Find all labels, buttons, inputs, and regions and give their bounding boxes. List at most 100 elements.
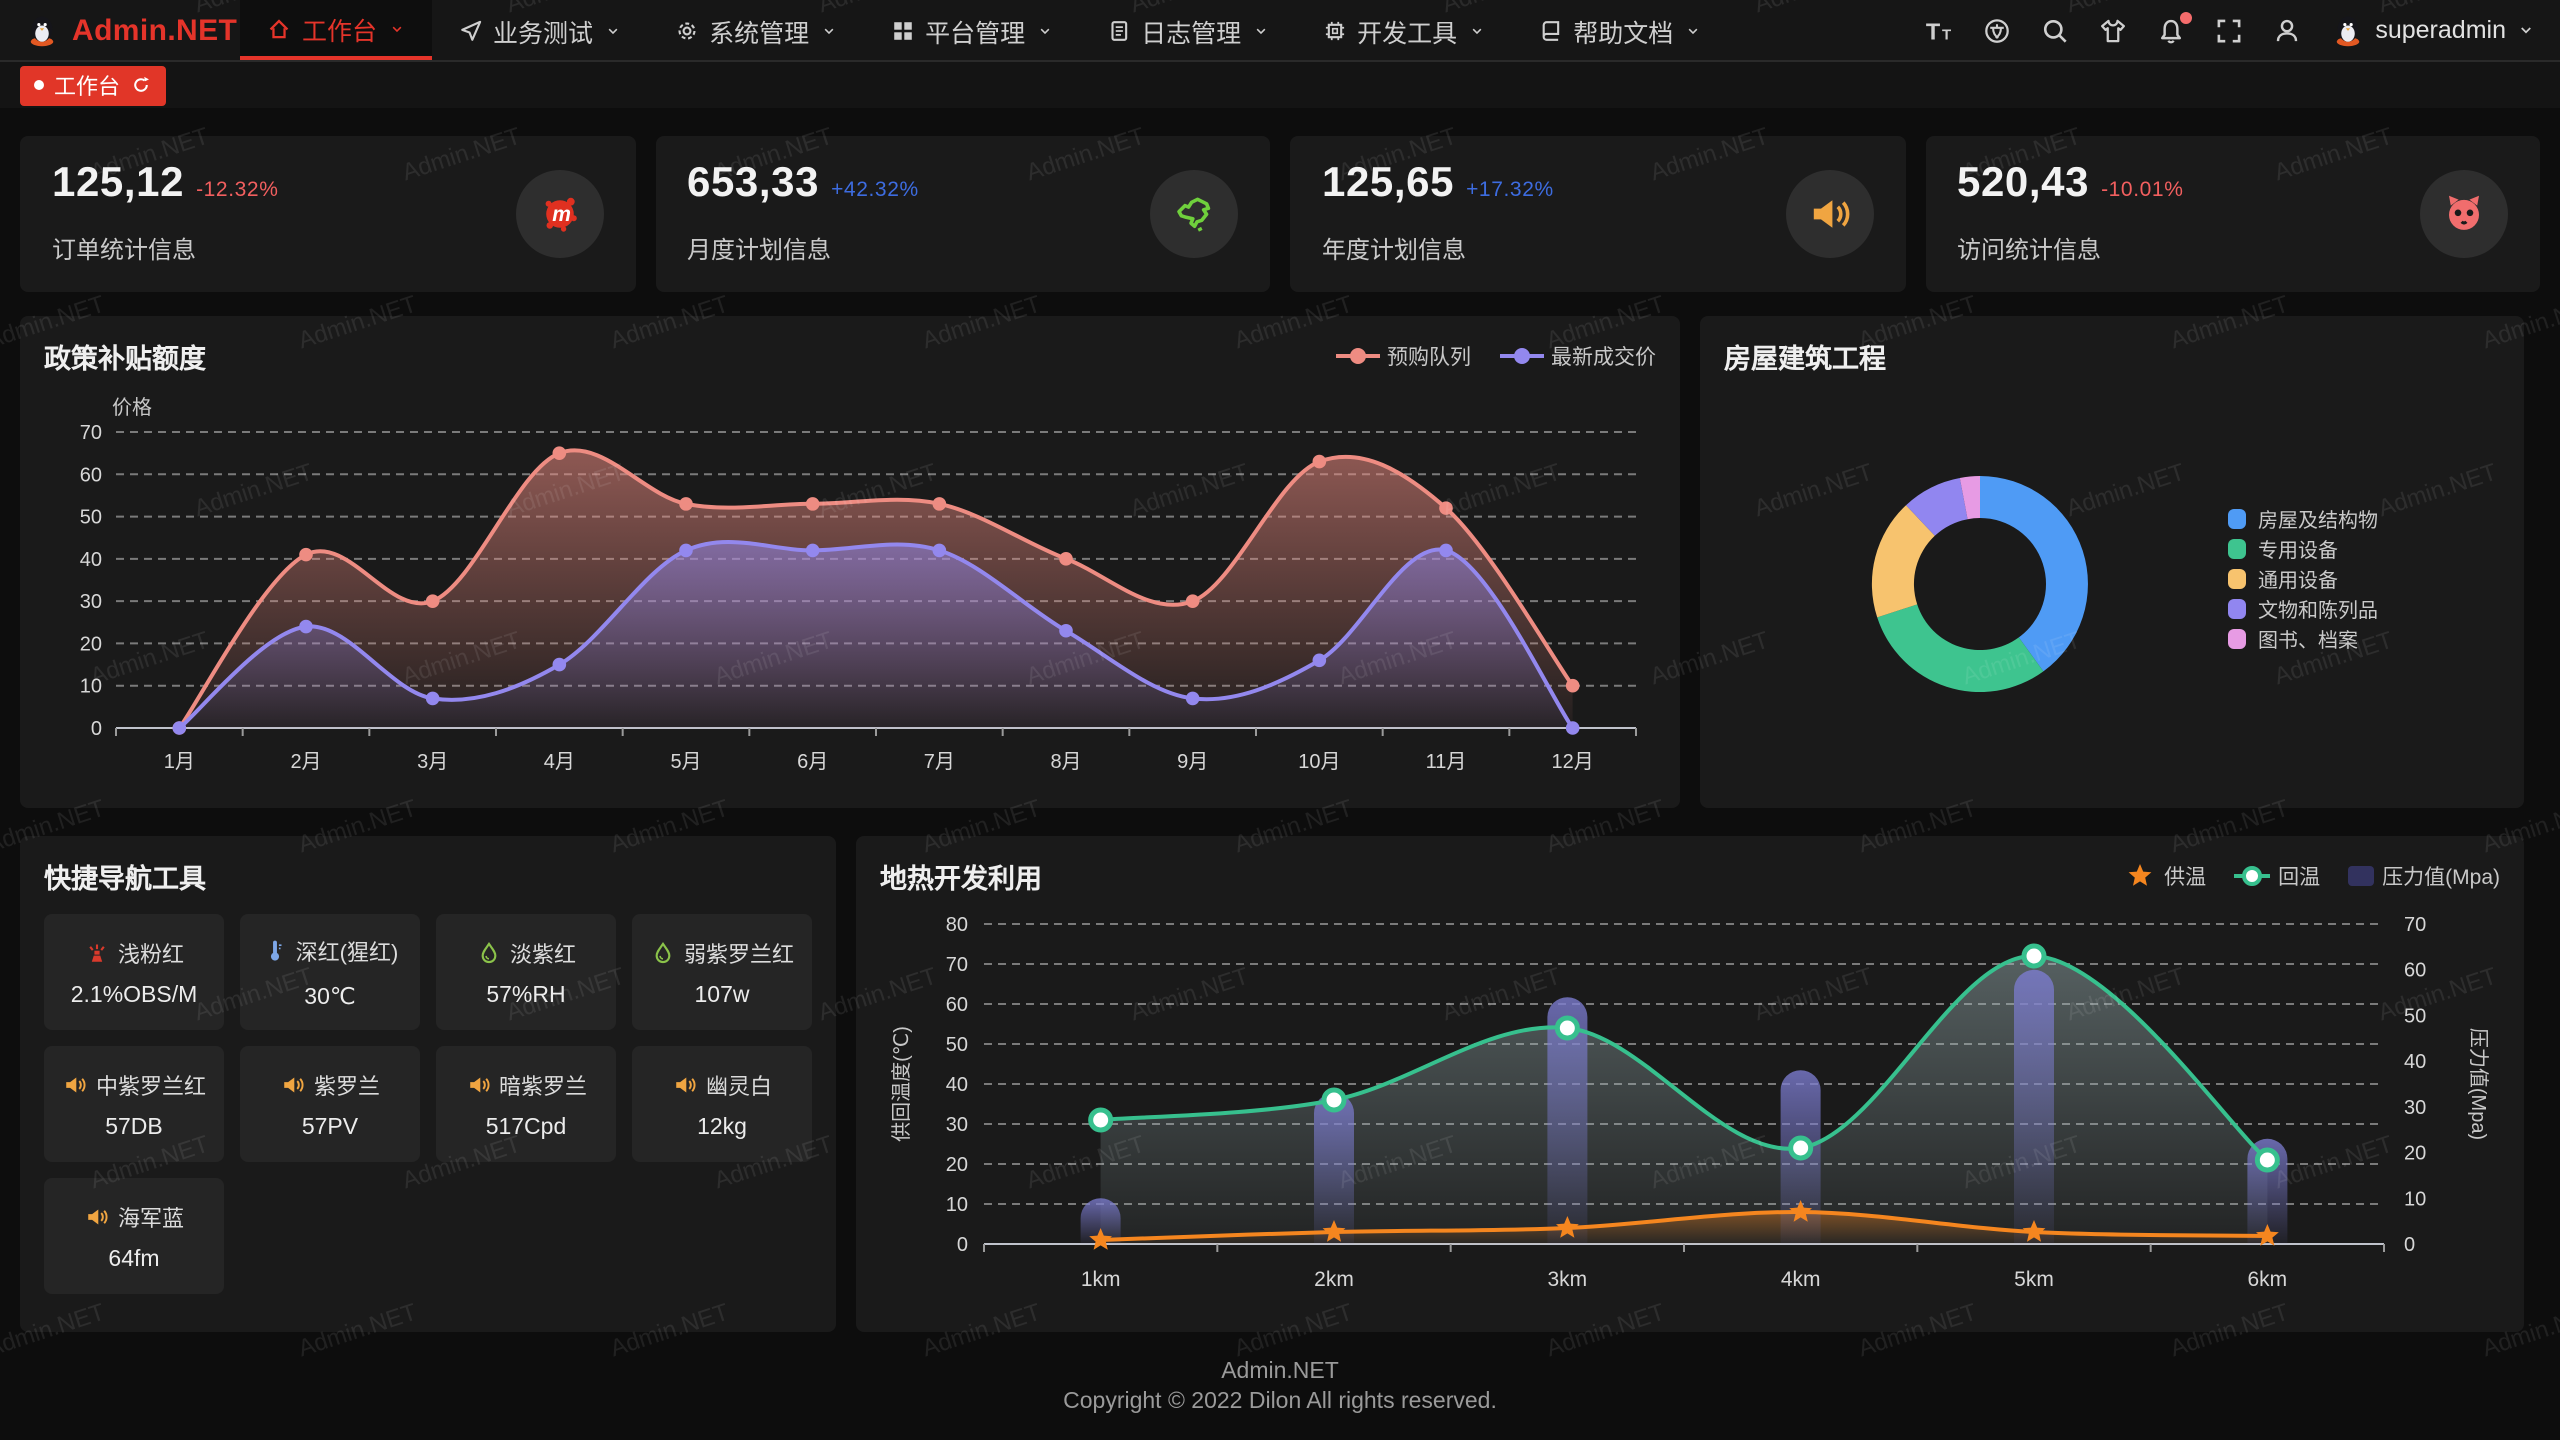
geothermal-chart-canvas: 0 10 20 30 40 50 60 70 80 0 10 20 30 40 50 60 70 供回温度(℃) 压…	[890, 914, 2490, 1291]
tab-bar: 工作台	[0, 62, 2560, 108]
quick-nav-name: 暗紫罗兰	[499, 1075, 587, 1099]
penguin-icon	[30, 16, 54, 47]
svg-text:房屋及结构物: 房屋及结构物	[2258, 509, 2378, 532]
language-icon-button[interactable]	[1981, 15, 2011, 45]
book-icon	[1541, 20, 1559, 40]
quick-nav-item-5[interactable]: 中紫罗兰红 57DB	[44, 1046, 224, 1162]
legend-item[interactable]: 预购队列	[1335, 341, 1471, 371]
menu-item-7[interactable]: 帮助文档	[1511, 0, 1727, 60]
legend-swatch[interactable]	[2228, 539, 2246, 559]
menu-item-2[interactable]: 业务测试	[431, 0, 647, 60]
svg-text:50: 50	[2404, 1005, 2426, 1027]
tab-workbench[interactable]: 工作台	[20, 65, 166, 105]
quick-nav-name: 淡紫红	[510, 943, 576, 967]
svg-text:20: 20	[80, 633, 102, 655]
legend-swatch[interactable]	[2228, 599, 2246, 619]
policy-line-chart: 0 10 20 30 40 50 60 70 价格 1月 2月 3月 4月 5月 6月 7月 8月 9月 10月 11…	[44, 376, 1656, 784]
fullscreen-icon	[2216, 18, 2240, 42]
svg-text:0: 0	[91, 718, 102, 740]
quick-nav-item-3[interactable]: 淡紫红 57%RH	[436, 914, 616, 1030]
svg-text:4月: 4月	[544, 751, 575, 773]
panel-housing: 房屋建筑工程 房屋及结构物 专用设备 通用设备 文物和陈列品 图书、档案	[1700, 316, 2524, 808]
donut-slice[interactable]	[1877, 604, 2044, 693]
svg-text:T: T	[1941, 25, 1950, 42]
theme-icon-button[interactable]	[2097, 15, 2127, 45]
splat-icon: m	[544, 197, 576, 232]
quick-nav-item-2[interactable]: 深红(猩红) 30℃	[240, 914, 420, 1030]
menu-item-6[interactable]: 开发工具	[1295, 0, 1511, 60]
legend-item[interactable]: 回温	[2234, 861, 2320, 891]
legend-item[interactable]: 最新成交价	[1499, 341, 1656, 371]
legend-item[interactable]: 压力值(Mpa)	[2348, 861, 2500, 891]
search-icon-button[interactable]	[2039, 15, 2069, 45]
svg-text:3月: 3月	[417, 751, 448, 773]
person-icon-button[interactable]	[2271, 15, 2301, 45]
menu-item-label: 工作台	[302, 17, 378, 45]
map-icon	[1177, 197, 1211, 232]
stat-value: 125,12 -12.32%	[52, 160, 279, 206]
quick-nav-value: 57PV	[301, 1115, 359, 1139]
bell-icon-button[interactable]	[2155, 11, 2192, 45]
chart-title-policy: 政策补贴额度	[44, 344, 206, 374]
svg-text:70: 70	[946, 954, 968, 976]
quick-nav-item-9[interactable]: 海军蓝 64fm	[44, 1178, 224, 1294]
language-icon	[1984, 18, 2009, 42]
legend-swatch[interactable]	[2228, 569, 2246, 589]
speaker-icon	[66, 1077, 86, 1093]
person-icon	[2276, 18, 2297, 41]
fullscreen-icon-button[interactable]	[2213, 15, 2243, 45]
quick-nav-value: 12kg	[697, 1115, 747, 1139]
legend-circle-marker	[2234, 866, 2271, 886]
send-icon	[460, 19, 481, 40]
quick-nav-item-4[interactable]: 弱紫罗兰红 107w	[632, 914, 812, 1030]
svg-text:10: 10	[2404, 1188, 2426, 1210]
user-menu[interactable]: superadmin	[2329, 12, 2536, 48]
stat-value: 653,33 +42.32%	[687, 160, 919, 206]
quick-nav-item-1[interactable]: 浅粉红 2.1%OBS/M	[44, 914, 224, 1030]
svg-text:80: 80	[946, 914, 968, 936]
gear-icon	[677, 21, 695, 39]
chart-title-geothermal: 地热开发利用	[880, 864, 1042, 894]
legend-swatch[interactable]	[2228, 509, 2246, 529]
donut-slice[interactable]	[1906, 478, 1968, 536]
donut-slice[interactable]	[1959, 476, 1980, 520]
menu-item-4[interactable]: 平台管理	[863, 0, 1079, 60]
svg-text:图书、档案: 图书、档案	[2258, 629, 2358, 652]
legend-swatch[interactable]	[2228, 629, 2246, 649]
content: 125,12 -12.32% 订单统计信息 m 653,33 +42.32% 月度计…	[0, 108, 2560, 1418]
svg-text:20: 20	[2404, 1143, 2426, 1165]
refresh-icon[interactable]	[130, 74, 152, 96]
menu-item-5[interactable]: 日志管理	[1079, 0, 1295, 60]
quick-nav-item-7[interactable]: 暗紫罗兰 517Cpd	[436, 1046, 616, 1162]
donut-slice[interactable]	[1980, 476, 2088, 672]
pressure-bar	[1080, 1198, 1121, 1244]
chevron-down-icon	[823, 27, 833, 34]
svg-text:5km: 5km	[2014, 1268, 2054, 1291]
stat-delta: -12.32%	[196, 178, 279, 202]
quick-nav-item-8[interactable]: 幽灵白 12kg	[632, 1046, 812, 1162]
svg-text:60: 60	[80, 464, 102, 486]
quick-nav-value: 30℃	[304, 985, 356, 1009]
legend-item[interactable]: 供温	[2124, 861, 2206, 891]
svg-text:0: 0	[957, 1234, 968, 1256]
penguin-logo-icon	[24, 12, 60, 48]
stat-delta: +42.32%	[831, 178, 919, 202]
svg-text:40: 40	[946, 1074, 968, 1096]
menu-item-1[interactable]: 工作台	[240, 0, 432, 60]
quick-nav-item-6[interactable]: 紫罗兰 57PV	[240, 1046, 420, 1162]
donut-slice[interactable]	[1871, 505, 1935, 618]
chevron-down-icon	[1687, 27, 1697, 34]
svg-text:6月: 6月	[797, 751, 828, 773]
speaker-icon	[88, 1209, 108, 1225]
stat-icon-circle	[2420, 170, 2508, 258]
stat-card-1: 125,12 -12.32% 订单统计信息 m	[20, 136, 635, 292]
pressure-bar	[1547, 997, 1588, 1244]
page-footer: Admin.NET Copyright © 2022 Dilon All rig…	[20, 1358, 2540, 1418]
menu-item-3[interactable]: 系统管理	[647, 0, 863, 60]
panel-quick-nav: 快捷导航工具 浅粉红 2.1%OBS/M 深红(猩红) 30℃ 淡紫红 57%RH 弱…	[20, 836, 836, 1332]
app-logo[interactable]: Admin.NET	[0, 0, 240, 60]
svg-text:6km: 6km	[2247, 1268, 2287, 1291]
